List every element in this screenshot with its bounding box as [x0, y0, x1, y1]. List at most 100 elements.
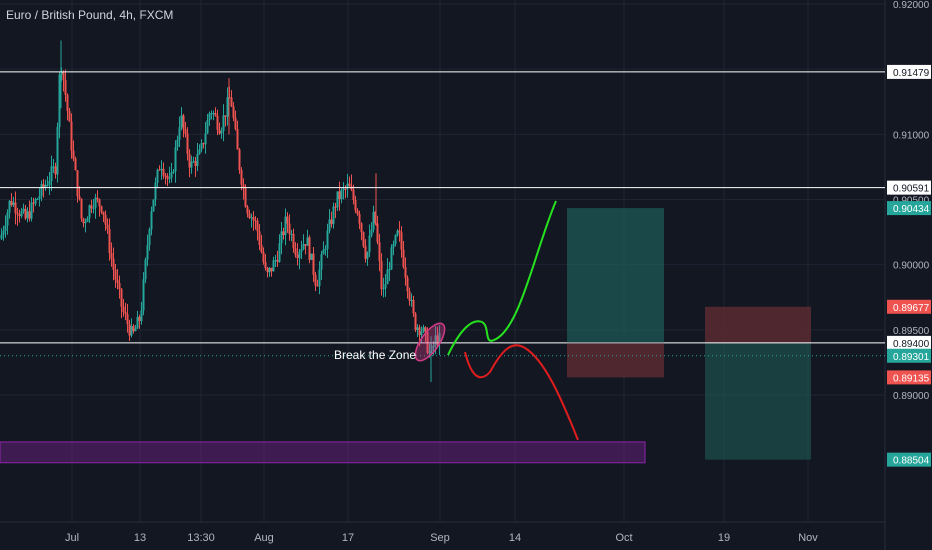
candle-body	[392, 243, 395, 248]
candle-body	[100, 206, 103, 212]
short-profit-zone[interactable]	[705, 342, 811, 460]
candle-body	[290, 233, 293, 235]
candle-body	[378, 242, 381, 261]
candle-body	[270, 267, 273, 272]
candle-body	[132, 326, 135, 332]
candle-body	[268, 267, 271, 273]
candle-body	[158, 169, 161, 171]
candle-body	[438, 332, 441, 344]
level-label: 0.91479	[893, 68, 930, 79]
time-axis[interactable]: Jul 13 13:30 Aug 17 Sep 14 Oct 19 Nov	[65, 532, 818, 544]
candle-body	[250, 217, 253, 219]
candle-body	[382, 288, 385, 290]
symbol-title: Euro / British Pound, 4h, FXCM	[6, 8, 174, 22]
candle-body	[400, 232, 403, 250]
x-tick-label: 14	[509, 532, 521, 544]
candle-body	[402, 249, 405, 267]
candle-body	[18, 214, 21, 217]
candle-body	[316, 285, 319, 287]
candle-body	[174, 147, 177, 172]
candle-body	[6, 212, 9, 226]
candle-body	[330, 219, 333, 225]
candle-body	[28, 211, 31, 219]
candle-body	[258, 231, 261, 246]
candle-body	[208, 113, 211, 121]
candle-body	[280, 231, 283, 244]
candle-body	[372, 211, 375, 230]
candle-body	[184, 129, 187, 134]
candle-body	[318, 269, 321, 287]
candle-body	[320, 254, 323, 270]
candle-body	[296, 254, 299, 259]
candle-body	[116, 279, 119, 283]
x-tick-label: Jul	[65, 532, 79, 544]
x-tick-label: 13:30	[187, 532, 215, 544]
candle-body	[260, 245, 263, 253]
candle-body	[262, 252, 265, 263]
short-loss-zone[interactable]	[705, 306, 811, 343]
candle-body	[180, 115, 183, 128]
candle-body	[306, 237, 309, 246]
x-tick-label: Sep	[430, 532, 450, 544]
candle-body	[88, 205, 91, 219]
break-zone-ellipse[interactable]	[410, 319, 450, 365]
candle-body	[204, 133, 207, 145]
candle-body	[4, 225, 7, 231]
candle-body	[198, 149, 201, 154]
y-tick-label: 0.89000	[893, 391, 930, 402]
candle-body	[124, 312, 127, 315]
long-loss-zone[interactable]	[567, 342, 664, 378]
candle-body	[46, 184, 49, 186]
candle-body	[16, 213, 19, 215]
candle-body	[78, 196, 81, 199]
candle-body	[390, 247, 393, 270]
candle-body	[332, 206, 335, 225]
candle-body	[206, 120, 209, 134]
candle-body	[286, 216, 289, 224]
level-label-bg	[887, 180, 931, 195]
candle-body	[0, 234, 3, 239]
candle-body	[8, 200, 11, 213]
candle-body	[220, 130, 223, 134]
candle-body	[128, 324, 131, 336]
candle-body	[178, 127, 181, 140]
candle-body	[54, 166, 57, 175]
candle-body	[150, 211, 153, 230]
candle-body	[26, 211, 29, 219]
candle-body	[226, 97, 229, 117]
candle-body	[58, 74, 61, 128]
long-profit-zone[interactable]	[567, 208, 664, 343]
level-label-bg	[887, 64, 931, 79]
candle-body	[282, 231, 285, 236]
candle-body	[398, 230, 401, 233]
badge-88504-bg	[887, 452, 931, 467]
candle-body	[412, 299, 415, 314]
target-zone[interactable]	[0, 441, 646, 464]
price-axis[interactable]: 0.920000.915000.910000.905000.900000.895…	[887, 0, 931, 467]
candle-body	[166, 175, 169, 179]
bearish-path[interactable]	[464, 344, 579, 441]
candle-body	[118, 282, 121, 289]
candle-body	[84, 221, 87, 224]
candle-body	[182, 115, 185, 130]
candle-body	[274, 260, 277, 262]
x-tick-label: 19	[718, 532, 730, 544]
candle-body	[104, 214, 107, 225]
badge-89301: 0.89301	[893, 352, 930, 363]
candle-body	[72, 150, 75, 159]
bullish-path[interactable]	[447, 200, 557, 356]
candle-body	[222, 115, 225, 131]
x-tick-label: 17	[342, 532, 354, 544]
candlesticks	[0, 40, 441, 382]
badge-89135: 0.89135	[893, 373, 930, 384]
candle-body	[32, 202, 35, 204]
candle-body	[234, 117, 237, 129]
candle-body	[214, 113, 217, 116]
candle-body	[216, 115, 219, 130]
candle-body	[108, 228, 111, 254]
candle-body	[168, 177, 171, 179]
candle-body	[86, 218, 89, 222]
candle-body	[410, 299, 413, 301]
annotation-break-the-zone[interactable]: Break the Zone	[334, 348, 416, 362]
